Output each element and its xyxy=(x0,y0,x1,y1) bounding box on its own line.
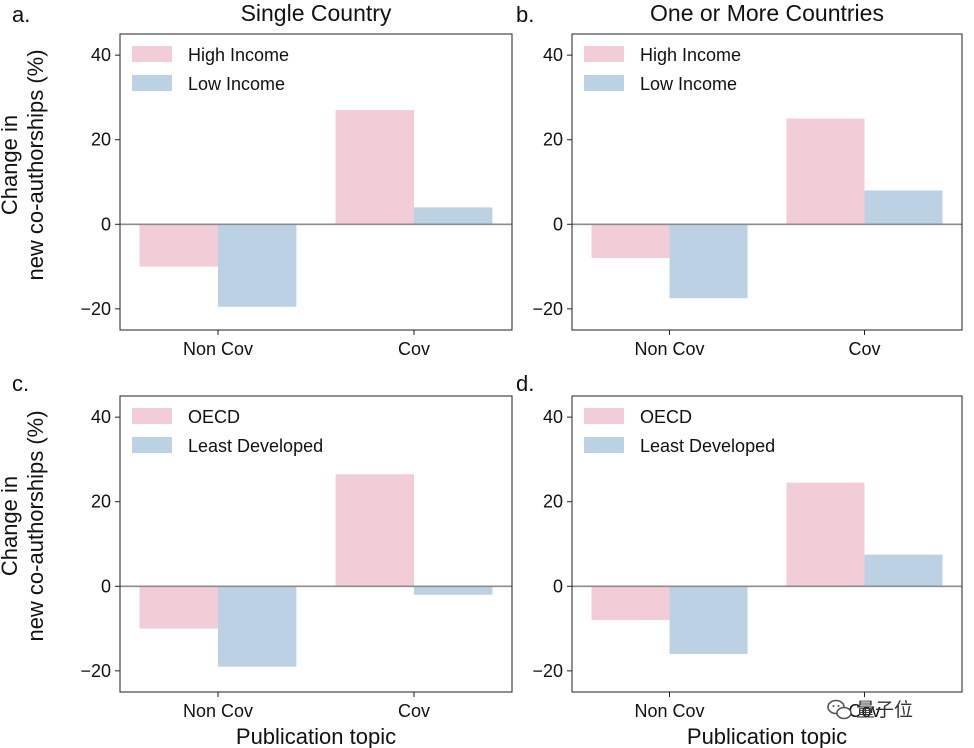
y-tick-label-d--20: −20 xyxy=(532,661,563,681)
legend-label-a-0: High Income xyxy=(188,45,289,65)
panel-title-a: Single Country xyxy=(241,0,392,26)
panel-letter-c: c. xyxy=(12,371,29,396)
bar-c-least-developed-cov xyxy=(414,586,493,595)
legend-swatch-a-1 xyxy=(132,75,172,91)
y-tick-label-a-20: 20 xyxy=(91,130,111,150)
plot-frame-a xyxy=(119,33,513,331)
y-axis-label-a-line2: new co-authorships (%) xyxy=(23,49,48,280)
bar-d-least-developed-non-cov xyxy=(669,586,748,654)
legend-swatch-a-0 xyxy=(132,46,172,62)
watermark-text: 量子位 xyxy=(856,699,913,721)
y-tick-label-b-20: 20 xyxy=(543,130,563,150)
y-tick-label-b--20: −20 xyxy=(532,299,563,319)
panel-letter-b: b. xyxy=(516,2,534,27)
x-axis-label-c: Publication topic xyxy=(236,724,396,748)
bar-b-low-income-non-cov xyxy=(669,224,748,299)
plot-frame-c xyxy=(119,395,513,693)
bar-a-high-income-cov xyxy=(335,110,414,225)
legend-swatch-c-1 xyxy=(132,437,172,453)
legend-label-d-1: Least Developed xyxy=(640,436,775,456)
bar-a-high-income-non-cov xyxy=(139,224,218,267)
bar-c-oecd-cov xyxy=(335,474,414,587)
legend-swatch-c-0 xyxy=(132,408,172,424)
y-tick-label-c-20: 20 xyxy=(91,492,111,512)
legend-label-c-0: OECD xyxy=(188,407,240,427)
y-tick-label-c-0: 0 xyxy=(101,576,111,596)
x-tick-label-c-non-cov: Non Cov xyxy=(183,701,253,721)
y-axis-label-c-line2: new co-authorships (%) xyxy=(23,410,48,641)
y-axis-label-a: Change in new co-authorships (%) xyxy=(0,49,48,280)
x-tick-label-d-non-cov: Non Cov xyxy=(634,701,704,721)
bar-b-high-income-cov xyxy=(786,118,865,225)
y-tick-label-a-40: 40 xyxy=(91,45,111,65)
legend-label-d-0: OECD xyxy=(640,407,692,427)
bar-a-low-income-cov xyxy=(414,207,493,225)
legend-swatch-d-0 xyxy=(584,408,624,424)
x-tick-label-b-non-cov: Non Cov xyxy=(634,339,704,359)
bar-a-low-income-non-cov xyxy=(218,224,297,307)
watermark: 量子位 xyxy=(827,699,913,721)
y-tick-label-d-40: 40 xyxy=(543,407,563,427)
y-tick-label-a--20: −20 xyxy=(80,299,111,319)
bar-b-high-income-non-cov xyxy=(591,224,670,259)
bar-b-low-income-cov xyxy=(864,190,943,225)
plot-frame-b xyxy=(571,33,963,331)
panel-letter-d: d. xyxy=(516,371,534,396)
y-tick-label-c-40: 40 xyxy=(91,407,111,427)
bar-d-oecd-cov xyxy=(786,482,865,587)
y-tick-label-d-20: 20 xyxy=(543,492,563,512)
bar-d-least-developed-cov xyxy=(864,554,943,587)
panel-a: a. Single Country Change in new co-autho… xyxy=(0,0,513,359)
panel-b: b. One or More Countries −20 0 20 40 Non Cov… xyxy=(516,0,963,359)
panel-d: d. Publication topic −20 0 20 40 Non Cov Cov O… xyxy=(516,371,963,748)
bar-c-least-developed-non-cov xyxy=(218,586,297,667)
panel-letter-a: a. xyxy=(12,2,30,27)
legend-label-c-1: Least Developed xyxy=(188,436,323,456)
y-tick-label-b-40: 40 xyxy=(543,45,563,65)
plot-frame-d xyxy=(571,395,963,693)
panel-c: c. Change in new co-authorships (%) Publ… xyxy=(0,371,513,748)
panel-title-b: One or More Countries xyxy=(650,0,884,26)
y-axis-label-c: Change in new co-authorships (%) xyxy=(0,410,48,641)
x-tick-label-c-cov: Cov xyxy=(398,701,430,721)
legend-label-b-1: Low Income xyxy=(640,74,737,94)
y-tick-label-b-0: 0 xyxy=(553,214,563,234)
y-axis-label-c-line1: Change in xyxy=(0,476,22,576)
y-axis-label-a-line1: Change in xyxy=(0,115,22,215)
legend-swatch-b-0 xyxy=(584,46,624,62)
legend-label-a-1: Low Income xyxy=(188,74,285,94)
wechat-icon xyxy=(827,699,852,720)
bar-c-oecd-non-cov xyxy=(139,586,218,629)
x-tick-label-b-cov: Cov xyxy=(848,339,880,359)
x-tick-label-a-non-cov: Non Cov xyxy=(183,339,253,359)
y-tick-label-c--20: −20 xyxy=(80,661,111,681)
x-tick-label-a-cov: Cov xyxy=(398,339,430,359)
y-tick-label-a-0: 0 xyxy=(101,214,111,234)
x-axis-label-d: Publication topic xyxy=(687,724,847,748)
legend-swatch-d-1 xyxy=(584,437,624,453)
legend-label-b-0: High Income xyxy=(640,45,741,65)
bar-d-oecd-non-cov xyxy=(591,586,670,621)
legend-swatch-b-1 xyxy=(584,75,624,91)
y-tick-label-d-0: 0 xyxy=(553,576,563,596)
x-tick-label-d-cov: Cov xyxy=(848,701,880,721)
